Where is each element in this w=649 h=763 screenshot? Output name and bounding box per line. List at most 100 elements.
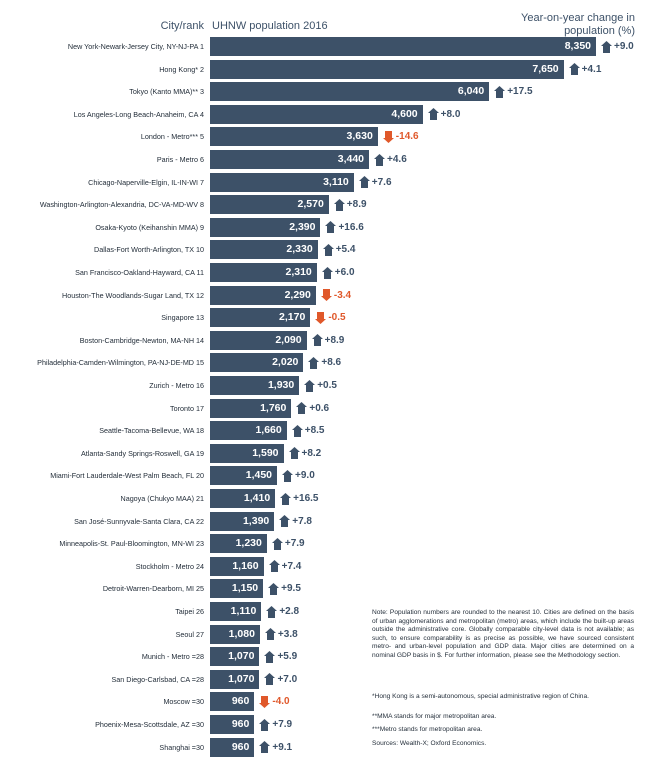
population-bar: 6,040: [210, 82, 490, 102]
row-label: Taipei 26: [175, 607, 204, 616]
row-label: Toronto 17: [170, 403, 204, 413]
bar-value-label: 1,230: [235, 537, 262, 550]
population-bar: 8,350: [210, 37, 596, 56]
row-label: Boston-Cambridge-Newton, MA-NH 14: [79, 335, 204, 345]
arrow-up-icon: [308, 356, 321, 369]
bar-value-label: 1,760: [260, 401, 287, 414]
bar-value-label: 8,350: [564, 40, 591, 52]
population-bar: 1,230: [210, 534, 267, 554]
change-value-label: +17.5: [507, 86, 533, 98]
arrow-up-icon: [333, 198, 347, 211]
row-label: San Diego-Carlsbad, CA =28: [111, 674, 205, 684]
change-value-label: +0.5: [317, 380, 337, 391]
change-value-label: +7.0: [277, 673, 298, 685]
change-value-label: +0.6: [309, 402, 330, 414]
row-label: Nagoya (Chukyo MAA) 21: [120, 494, 205, 503]
row-label: New York-Newark-Jersey City, NY-NJ-PA 1: [67, 42, 204, 51]
change-indicator: +16.5: [280, 489, 318, 508]
row-label: Zurich - Metro 16: [149, 381, 204, 390]
population-bar: 960: [210, 692, 255, 712]
arrow-up-icon: [325, 221, 338, 234]
change-indicator: -3.4: [320, 286, 351, 305]
bar-value-label: 1,070: [228, 650, 255, 663]
arrow-up-icon: [259, 718, 272, 731]
bar-value-label: 1,390: [242, 514, 270, 527]
bar-value-label: 7,650: [532, 62, 559, 75]
change-value-label: +2.8: [279, 606, 300, 617]
arrow-up-icon: [427, 108, 441, 121]
population-bar: 2,310: [210, 263, 317, 282]
arrow-down-icon: [320, 289, 334, 302]
population-bar: 960: [210, 715, 255, 734]
population-bar: 1,070: [210, 647, 260, 667]
population-bar: 1,160: [210, 556, 264, 576]
population-bar: 2,020: [210, 353, 304, 373]
population-bar: 2,390: [210, 217, 321, 237]
change-indicator: +7.6: [358, 173, 392, 192]
arrow-up-icon: [268, 560, 282, 573]
arrow-up-icon: [358, 176, 372, 189]
row-label: Minneapolis-St. Paul-Bloomington, MN-WI …: [59, 539, 204, 549]
header-change-line2: population (%): [564, 25, 635, 37]
change-value-label: +8.0: [440, 108, 461, 120]
change-indicator: +5.9: [264, 647, 297, 666]
population-bar: 2,290: [210, 285, 316, 305]
change-indicator: +8.0: [427, 105, 461, 124]
change-value-label: -14.6: [395, 131, 419, 143]
population-bar: 1,080: [210, 624, 260, 644]
change-value-label: +8.9: [324, 334, 345, 346]
change-value-label: -4.0: [272, 696, 290, 708]
change-value-label: +8.6: [321, 357, 342, 369]
change-indicator: -4.0: [259, 692, 290, 711]
change-value-label: +4.6: [387, 154, 407, 165]
change-value-label: +7.9: [284, 538, 305, 550]
bar-value-label: 1,110: [230, 605, 257, 617]
change-indicator: -14.6: [382, 127, 419, 146]
arrow-up-icon: [304, 379, 317, 392]
change-indicator: +8.6: [308, 353, 341, 372]
bar-value-label: 2,090: [275, 333, 302, 346]
bar-value-label: 3,110: [323, 175, 349, 188]
row-label: Hong Kong* 2: [159, 64, 204, 74]
change-indicator: +0.6: [296, 399, 329, 418]
row-label: Paris - Metro 6: [156, 155, 204, 164]
change-value-label: +7.6: [371, 176, 392, 188]
bar-value-label: 1,410: [243, 492, 271, 504]
row-label: Atlanta-Sandy Springs-Roswell, GA 19: [80, 448, 204, 458]
row-label: Stockholm - Metro 24: [135, 561, 204, 571]
row-label: Seattle-Tacoma-Bellevue, WA 18: [99, 426, 204, 436]
population-bar: 1,410: [210, 489, 276, 508]
arrow-up-icon: [264, 650, 277, 663]
row-label: Washington-Arlington-Alexandria, DC-VA-M…: [39, 200, 204, 210]
change-value-label: +9.1: [272, 741, 293, 753]
change-indicator: +7.4: [268, 557, 301, 576]
population-bar: 1,070: [210, 669, 260, 689]
arrow-up-icon: [296, 402, 309, 415]
change-value-label: +5.9: [277, 651, 298, 663]
arrow-up-icon: [494, 85, 507, 98]
change-value-label: +7.9: [272, 719, 293, 730]
population-bar: 2,330: [210, 240, 318, 260]
change-indicator: +4.1: [568, 60, 601, 79]
note-hong-kong: *Hong Kong is a semi-autonomous, special…: [372, 693, 589, 700]
arrow-up-icon: [282, 469, 295, 482]
row-label: Miami-Fort Lauderdale-West Palm Beach, F…: [50, 471, 204, 481]
arrow-up-icon: [374, 153, 387, 166]
change-indicator: +7.9: [271, 534, 305, 553]
arrow-up-icon: [264, 628, 278, 641]
change-value-label: +7.8: [292, 515, 312, 527]
change-indicator: +17.5: [494, 82, 533, 101]
bar-value-label: 1,070: [228, 672, 255, 685]
note-metro: ***Metro stands for metropolitan area.: [372, 726, 483, 733]
header-change-line1: Year-on-year change in: [521, 12, 635, 24]
population-bar: 1,760: [210, 398, 292, 418]
population-bar: 3,630: [210, 127, 378, 147]
change-value-label: +9.0: [295, 470, 315, 482]
change-indicator: +7.8: [279, 512, 312, 531]
row-label: Dallas-Fort Worth-Arlington, TX 10: [94, 245, 204, 255]
row-label: Shanghai =30: [159, 742, 204, 752]
bar-value-label: 960: [231, 718, 250, 730]
note-main: Note: Population numbers are rounded to …: [372, 609, 634, 659]
change-value-label: +9.0: [614, 41, 634, 52]
row-label: Seoul 27: [175, 629, 204, 639]
